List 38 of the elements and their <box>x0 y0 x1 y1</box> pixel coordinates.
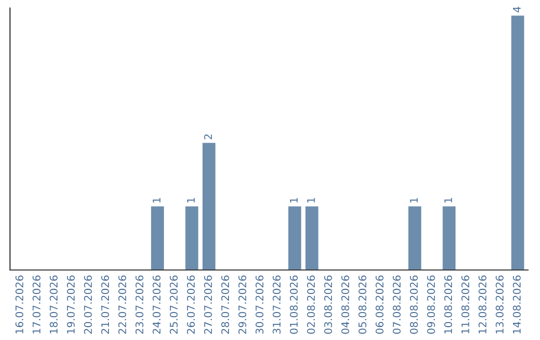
x-tick-label: 06.08.2026 <box>376 276 384 334</box>
x-tick-label: 02.08.2026 <box>307 276 315 334</box>
x-tick-label: 30.07.2026 <box>256 276 264 334</box>
x-tick-label: 21.07.2026 <box>101 276 110 334</box>
data-label: 1 <box>307 198 315 202</box>
x-tick-label: 05.08.2026 <box>358 276 366 334</box>
x-tick-label: 16.07.2026 <box>15 276 24 334</box>
x-tick-label: 22.07.2026 <box>118 276 126 334</box>
x-tick-label: 26.07.2026 <box>186 276 195 334</box>
data-label: 1 <box>444 198 452 202</box>
x-tick-label: 29.07.2026 <box>238 276 246 334</box>
x-tick-label: 19.07.2026 <box>66 276 75 334</box>
x-tick-label: 10.08.2026 <box>444 276 452 334</box>
x-tick-label: 14.08.2026 <box>512 276 521 334</box>
x-tick-label: 08.08.2026 <box>410 276 418 334</box>
x-tick-label: 07.08.2026 <box>392 276 401 334</box>
data-label: 2 <box>204 134 212 140</box>
x-tick-label: 27.07.2026 <box>204 276 212 334</box>
x-tick-label: 12.08.2026 <box>478 276 486 334</box>
data-label: 1 <box>410 198 418 202</box>
data-label: 1 <box>152 198 160 202</box>
x-tick-label: 03.08.2026 <box>324 276 332 334</box>
x-tick-label: 20.07.2026 <box>84 276 92 334</box>
x-tick-label: 31.07.2026 <box>272 276 281 334</box>
x-tick-label: 04.08.2026 <box>341 276 350 334</box>
x-tick-label: 17.07.2026 <box>32 276 40 334</box>
x-tick-label: 28.07.2026 <box>221 276 230 334</box>
x-tick-label: 25.07.2026 <box>170 276 178 334</box>
data-label: 1 <box>187 198 195 202</box>
x-tick-label: 01.08.2026 <box>290 276 298 334</box>
x-tick-label: 18.07.2026 <box>50 276 58 334</box>
data-label: 4 <box>512 6 521 12</box>
data-label: 1 <box>290 198 298 202</box>
x-tick-label: 23.07.2026 <box>136 276 144 334</box>
x-tick-label: 11.08.2026 <box>461 276 470 334</box>
x-tick-label: 09.08.2026 <box>427 276 435 334</box>
x-tick-label: 13.08.2026 <box>496 276 504 334</box>
x-tick-label: 24.07.2026 <box>152 276 161 334</box>
